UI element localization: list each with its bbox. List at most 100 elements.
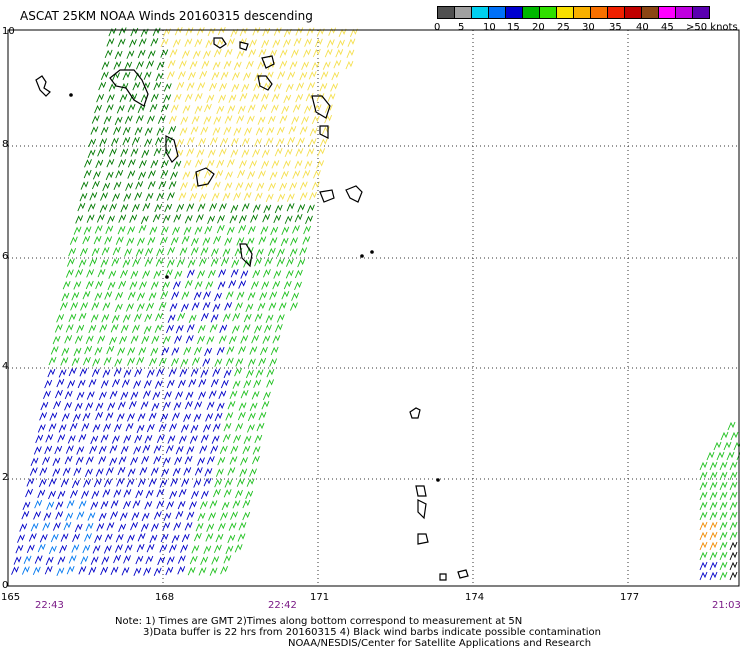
wind-barb bbox=[150, 467, 159, 476]
wind-barb bbox=[264, 258, 273, 267]
wind-barb bbox=[64, 455, 73, 465]
wind-barb bbox=[129, 39, 137, 48]
wind-barb bbox=[330, 83, 339, 92]
wind-barb bbox=[129, 281, 138, 290]
wind-barb bbox=[172, 39, 181, 48]
wind-barb bbox=[729, 561, 738, 571]
wind-barb bbox=[283, 39, 291, 48]
wind-barb bbox=[224, 302, 233, 311]
wind-barb bbox=[134, 126, 143, 136]
wind-barb bbox=[262, 82, 271, 91]
wind-barb bbox=[124, 544, 133, 553]
wind-barb bbox=[114, 303, 123, 313]
wind-barb bbox=[22, 501, 31, 511]
wind-barb bbox=[205, 39, 214, 48]
wind-barb bbox=[226, 346, 235, 355]
wind-barb bbox=[719, 521, 728, 531]
wind-barb bbox=[312, 48, 321, 58]
wind-barb bbox=[274, 204, 283, 214]
wind-barb bbox=[193, 479, 202, 488]
wind-barb bbox=[173, 522, 182, 531]
wind-barb bbox=[204, 225, 213, 235]
wind-barb bbox=[709, 471, 718, 481]
wind-barb bbox=[230, 269, 239, 278]
wind-barb bbox=[78, 312, 87, 322]
wind-barb bbox=[253, 379, 262, 388]
wind-barb bbox=[284, 148, 293, 158]
wind-barb bbox=[219, 324, 228, 334]
wind-barb bbox=[90, 556, 99, 565]
wind-barb bbox=[90, 435, 99, 445]
wind-barb bbox=[225, 357, 234, 366]
wind-barb bbox=[245, 490, 254, 500]
wind-barb bbox=[699, 561, 708, 571]
wind-barb bbox=[183, 159, 192, 169]
wind-barb bbox=[162, 281, 170, 290]
wind-barb bbox=[217, 457, 226, 466]
wind-barb bbox=[215, 468, 224, 477]
wind-barb bbox=[271, 93, 280, 102]
wind-barb bbox=[64, 390, 73, 400]
wind-barb bbox=[261, 160, 270, 169]
wind-barb bbox=[308, 138, 317, 147]
wind-barb bbox=[138, 347, 147, 356]
wind-barb bbox=[88, 324, 97, 334]
wind-barb bbox=[223, 60, 232, 70]
legend-label: 25 bbox=[557, 22, 570, 33]
wind-barb bbox=[349, 28, 358, 37]
wind-barb bbox=[95, 159, 104, 169]
wind-barb bbox=[89, 258, 98, 267]
legend-label: 45 bbox=[661, 22, 674, 33]
wind-barb bbox=[130, 270, 139, 280]
wind-barb bbox=[326, 39, 335, 48]
wind-barb bbox=[189, 61, 198, 70]
wind-barb bbox=[719, 461, 728, 471]
wind-barb bbox=[191, 302, 200, 311]
wind-barb bbox=[171, 347, 180, 356]
wind-barb bbox=[206, 523, 215, 532]
wind-barb bbox=[250, 214, 258, 223]
wind-barb bbox=[209, 500, 218, 509]
wind-barb bbox=[231, 83, 240, 93]
legend-swatch bbox=[692, 6, 710, 19]
wind-barb bbox=[123, 555, 131, 564]
wind-barb bbox=[180, 544, 188, 553]
wind-barb bbox=[198, 567, 207, 576]
wind-barb bbox=[168, 368, 177, 377]
wind-barb bbox=[152, 213, 161, 223]
wind-barb bbox=[184, 215, 193, 224]
wind-barb bbox=[256, 182, 265, 192]
island-outline bbox=[417, 533, 429, 545]
wind-barb bbox=[161, 347, 170, 356]
wind-barb bbox=[93, 478, 102, 488]
wind-barb bbox=[191, 490, 199, 500]
wind-barb bbox=[709, 521, 718, 531]
wind-barb bbox=[140, 215, 149, 224]
wind-barb bbox=[101, 61, 110, 70]
wind-barb bbox=[163, 94, 172, 103]
wind-barb bbox=[178, 435, 187, 444]
wind-barb bbox=[196, 149, 205, 158]
wind-barb bbox=[247, 412, 256, 422]
wind-barb bbox=[194, 467, 203, 476]
wind-barb bbox=[97, 268, 106, 278]
wind-barb bbox=[276, 126, 285, 136]
wind-barb bbox=[115, 169, 124, 179]
wind-barb bbox=[173, 93, 182, 103]
wind-barb bbox=[60, 478, 69, 488]
wind-barb bbox=[205, 413, 214, 422]
wind-barb bbox=[145, 555, 154, 565]
wind-barb bbox=[200, 312, 209, 322]
wind-barb bbox=[91, 368, 100, 377]
wind-barb bbox=[205, 281, 214, 290]
wind-barb bbox=[347, 38, 356, 47]
wind-barb bbox=[276, 138, 285, 147]
wind-barb bbox=[130, 27, 139, 37]
wind-barb bbox=[272, 280, 281, 290]
wind-barb bbox=[243, 379, 252, 389]
wind-barb bbox=[240, 335, 249, 344]
wind-barb bbox=[197, 82, 206, 91]
wind-barb bbox=[62, 280, 71, 290]
wind-barb bbox=[172, 226, 180, 236]
wind-barb bbox=[115, 236, 124, 245]
